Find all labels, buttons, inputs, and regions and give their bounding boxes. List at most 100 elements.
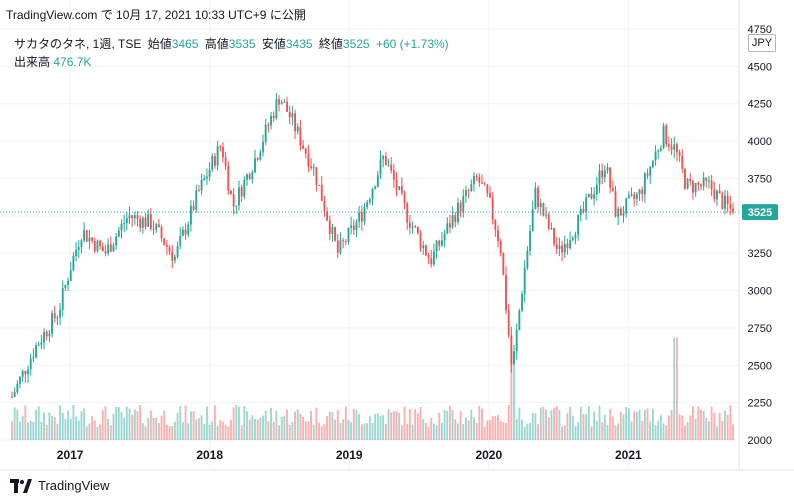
volume-bar [136, 410, 139, 440]
volume-bar [392, 410, 395, 440]
volume-bar [243, 405, 246, 440]
candle-body [625, 198, 628, 214]
volume-bar [537, 424, 539, 440]
candle-body [678, 152, 681, 156]
publish-caption: TradingView.com で 10月 17, 2021 10:33 UTC… [6, 8, 306, 22]
volume-bar [152, 418, 155, 440]
volume-bar [438, 412, 441, 440]
volume-bar [67, 410, 70, 440]
volume-value: 476.7K [53, 55, 92, 69]
volume-bar [366, 423, 369, 440]
candle-body [283, 101, 286, 103]
volume-bar [323, 424, 326, 440]
candle-body [665, 125, 668, 145]
candle-body [187, 224, 190, 235]
volume-bar [109, 425, 112, 440]
candle-body [64, 284, 67, 289]
candle-body [534, 187, 537, 210]
candle-body [328, 220, 331, 234]
currency-badge[interactable]: JPY [748, 34, 776, 52]
volume-bar [16, 409, 19, 440]
low-label: 安値 [261, 37, 286, 51]
candle-body [69, 270, 72, 281]
candle-body [659, 148, 662, 151]
candle-body [99, 240, 102, 247]
volume-bar [379, 415, 382, 440]
candle-body [638, 189, 641, 195]
price-axis[interactable]: 2000225025002750300032503500375040004250… [748, 24, 772, 447]
candle-body [611, 187, 614, 192]
candle-body [19, 376, 21, 384]
volume-bar [598, 405, 601, 440]
volume-bar [168, 426, 171, 440]
candle-body [446, 223, 449, 234]
volume-bar [630, 421, 633, 440]
candle-body [566, 243, 569, 248]
volume-bar [529, 422, 531, 440]
candle-body [323, 200, 326, 212]
candle-body [77, 247, 80, 250]
volume-bar [617, 423, 620, 440]
candle-body [545, 214, 548, 216]
volume-bar [304, 421, 307, 440]
volume-bar [451, 410, 454, 440]
volume-bar [48, 412, 51, 440]
volume-bar [318, 422, 321, 440]
candle-body [315, 167, 318, 185]
candle-body [424, 245, 427, 256]
candle-body [355, 221, 358, 230]
candle-body [462, 195, 465, 212]
volume-bar [475, 423, 478, 440]
volume-bar [21, 416, 24, 440]
time-axis[interactable]: 2017 2018 2019 2020 2021 [57, 448, 642, 462]
volume-bar [505, 422, 507, 440]
volume-bar [294, 411, 296, 440]
candle-body [510, 335, 513, 365]
candle-body [51, 313, 53, 334]
volume-bar [312, 424, 315, 440]
volume-bar [683, 425, 686, 440]
volume-bar [430, 417, 433, 440]
candle-body [400, 186, 403, 194]
candle-body [192, 205, 195, 210]
volume-bar [515, 419, 518, 440]
volume-bar [307, 421, 310, 440]
candle-body [155, 224, 158, 230]
footer-brand[interactable]: TradingView [10, 478, 110, 493]
candle-body [296, 127, 299, 132]
volume-bar [355, 410, 358, 440]
candle-body [465, 190, 467, 196]
volume-bar [473, 417, 475, 440]
volume-bar [267, 421, 270, 440]
candle-body [75, 249, 78, 257]
volume-bar [497, 414, 499, 440]
candle-body [593, 194, 596, 199]
chart-grid [0, 0, 739, 470]
volume-bar [467, 420, 470, 440]
symbol-title[interactable]: サカタのタネ, 1週, TSE [14, 37, 142, 51]
candle-body [670, 146, 673, 150]
volume-bar [440, 422, 443, 440]
candle-body [478, 177, 481, 183]
volume-bar [59, 405, 62, 440]
volume-label: 出来高 [14, 55, 51, 69]
candle-body [459, 202, 462, 212]
volume-bar [77, 420, 80, 440]
candle-body [585, 197, 588, 212]
candle-body [523, 268, 526, 295]
volume-bar [374, 413, 377, 440]
volume-bar [603, 414, 606, 440]
volume-bar [713, 412, 716, 440]
volume-bar [595, 421, 598, 440]
volume-bar [633, 411, 636, 440]
volume-bar [550, 410, 553, 440]
candle-body [230, 190, 232, 195]
volume-bar [326, 415, 329, 440]
high-label: 高値 [204, 37, 229, 51]
volume-bar [117, 407, 120, 440]
low-value: 3435 [285, 37, 313, 51]
candle-body [21, 370, 24, 377]
volume-bar [732, 424, 734, 440]
candle-body [275, 99, 278, 119]
